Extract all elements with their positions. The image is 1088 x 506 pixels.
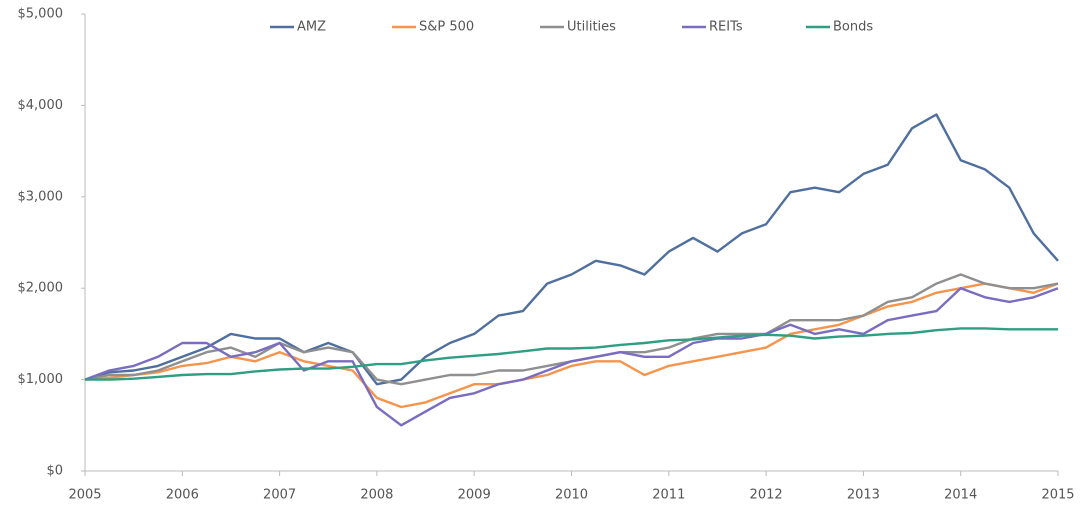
y-tick-label: $5,000 (18, 7, 64, 22)
series-line (85, 115, 1058, 385)
series-line (85, 288, 1058, 425)
legend-label: Utilities (567, 20, 616, 35)
legend-label: AMZ (297, 20, 326, 35)
x-tick-label: 2014 (944, 488, 977, 503)
y-tick-label: $4,000 (18, 98, 64, 113)
series-line (85, 275, 1058, 385)
x-tick-label: 2010 (555, 488, 588, 503)
x-tick-label: 2011 (652, 488, 685, 503)
x-tick-label: 2012 (750, 488, 783, 503)
x-tick-label: 2007 (263, 488, 296, 503)
x-tick-label: 2013 (847, 488, 880, 503)
legend-label: REITs (709, 20, 743, 35)
y-tick-label: $3,000 (18, 189, 64, 204)
legend-label: S&P 500 (419, 20, 474, 35)
x-tick-label: 2006 (166, 488, 199, 503)
series-line (85, 284, 1058, 407)
y-tick-label: $2,000 (18, 281, 64, 296)
y-tick-label: $1,000 (18, 372, 64, 387)
x-tick-label: 2008 (360, 488, 393, 503)
series-line (85, 328, 1058, 379)
y-tick-label: $0 (46, 464, 63, 479)
chart: $0 $1,000 $2,000 $3,000 $4,000 $5,000 2005 2006… (0, 0, 1088, 506)
legend-label: Bonds (833, 20, 873, 35)
x-tick-label: 2005 (68, 488, 101, 503)
x-tick-label: 2009 (458, 488, 491, 503)
x-tick-label: 2015 (1041, 488, 1074, 503)
